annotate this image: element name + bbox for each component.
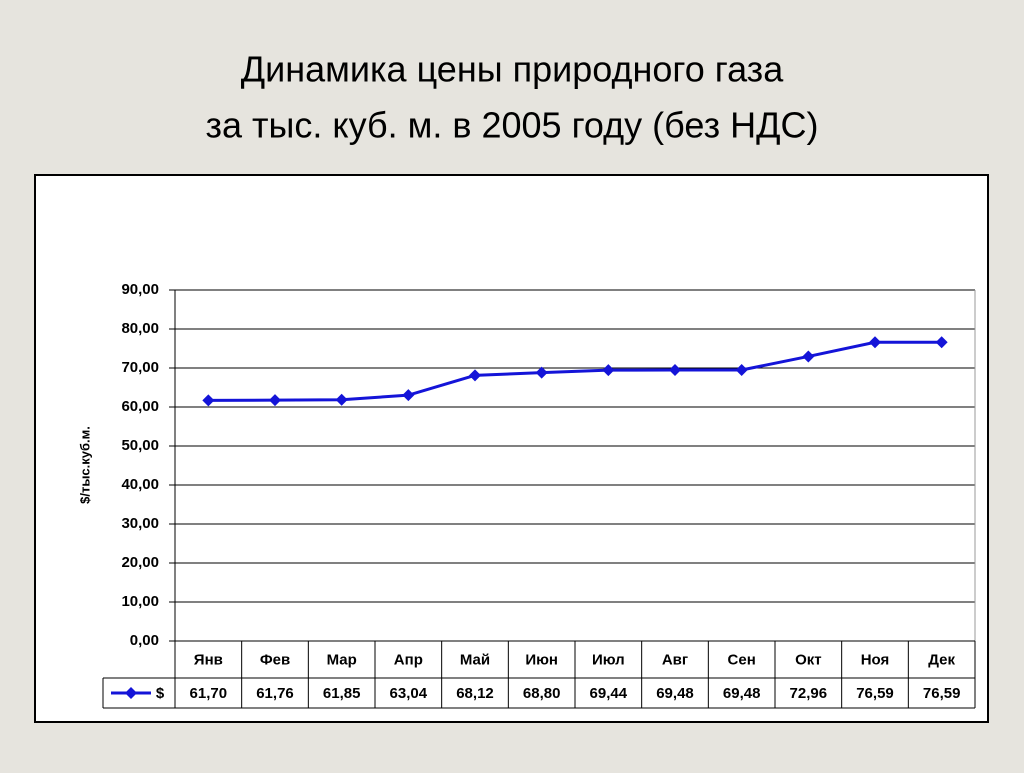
x-tick-label: Сен [728,651,756,668]
chart-title: за тыс. куб. м. в 2005 году (без НДС) [206,105,819,146]
y-tick-label: 70,00 [121,359,159,376]
table-value: 61,76 [256,685,294,702]
y-tick-label: 80,00 [121,320,159,337]
x-tick-label: Мар [327,651,357,668]
marker [269,394,281,407]
x-tick-label: Июн [525,651,558,668]
x-tick-label: Янв [194,651,223,668]
table-value: 69,44 [590,685,628,702]
legend-label: $ [156,685,165,702]
table-value: 61,70 [190,685,228,702]
table-value: 61,85 [323,685,361,702]
table-value: 72,96 [790,685,828,702]
x-tick-label: Окт [795,651,822,668]
marker [469,369,481,382]
marker [202,394,215,407]
marker [669,364,681,377]
y-tick-label: 40,00 [121,476,159,493]
x-tick-label: Май [460,651,490,668]
marker [535,366,548,379]
y-tick-label: 60,00 [121,398,159,415]
x-tick-label: Фев [260,651,290,668]
table-value: 63,04 [390,685,428,702]
marker [869,336,881,349]
x-tick-label: Авг [662,651,688,668]
y-tick-label: 50,00 [121,437,159,454]
x-tick-label: Дек [928,651,955,668]
y-tick-label: 10,00 [121,593,159,610]
marker [735,364,748,377]
marker [335,393,348,406]
table-value: 76,59 [856,685,894,702]
x-tick-label: Ноя [861,651,890,668]
x-tick-label: Апр [394,651,423,668]
table-value: 76,59 [923,685,961,702]
table-value: 69,48 [656,685,694,702]
table-value: 68,12 [456,685,494,702]
chart-frame [34,174,989,723]
table-value: 68,80 [523,685,561,702]
y-tick-label: 0,00 [130,632,159,649]
marker [935,336,948,349]
legend-marker [125,687,137,699]
marker [602,364,615,377]
y-axis-label: $/тыс.куб.м. [77,426,92,504]
chart-title: Динамика цены природного газа [241,49,784,90]
y-tick-label: 90,00 [121,281,159,298]
y-tick-label: 20,00 [121,554,159,571]
line [208,340,942,402]
marker [802,350,815,363]
y-tick-label: 30,00 [121,515,159,532]
table-value: 69,48 [723,685,761,702]
marker [402,389,415,402]
x-tick-label: Июл [592,651,625,668]
